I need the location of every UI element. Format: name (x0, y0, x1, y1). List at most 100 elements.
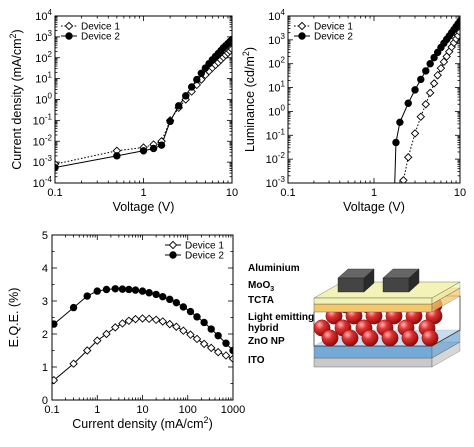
luminance-series-2-point (392, 138, 400, 147)
current-x-axis-label: Voltage (V) (113, 200, 175, 214)
eqe-legend-marker-2 (169, 251, 177, 259)
nanoparticle-sphere (361, 329, 379, 347)
eqe-series-1-point (199, 339, 209, 349)
eqe-series-2-point (102, 285, 111, 294)
eqe-legend-label-1: Device 1 (185, 241, 224, 252)
luminance-legend-marker-1 (297, 21, 307, 31)
luminance-series-1-point (410, 129, 420, 138)
current-series-2-point (149, 144, 158, 153)
eqe-series-2-point (152, 290, 160, 299)
luminance-x-tick-label: 10 (454, 187, 466, 199)
eqe-series-2-point (125, 285, 133, 294)
eqe-series-1-point (158, 317, 167, 326)
layer-label-line2: hybrid (248, 323, 279, 334)
zno-layer (313, 345, 433, 359)
luminance-series-2-point (417, 75, 425, 84)
luminance-frame (287, 15, 461, 184)
current-series-1-point (192, 80, 202, 90)
aluminium-electrode-right-side (408, 268, 420, 293)
eqe-y-tick-label: 0 (42, 395, 48, 407)
layer-label: MoO3 (248, 280, 274, 293)
eqe-x-tick-label: 10 (136, 404, 148, 416)
eqe-series-1-point (138, 314, 147, 323)
eqe-series-2-point (131, 286, 140, 294)
eqe-legend-marker-1 (168, 240, 178, 250)
eqe-frame (51, 234, 234, 401)
luminance-series-1-point (429, 79, 439, 88)
eqe-y-tick-label: 1 (42, 362, 48, 374)
luminance-y-tick-label: 104 (268, 8, 285, 23)
luminance-series-2-point (422, 67, 430, 75)
current-series-2-point (157, 141, 166, 149)
eqe-plot-area (52, 285, 233, 385)
eqe-series-1-point (221, 351, 231, 360)
current-y-tick-label: 10-3 (33, 154, 53, 169)
eqe-series-1-point (186, 330, 195, 339)
luminance-chart: 0.1 1 10 10-3 10-2 10-1 100 101 102 103 104 Device … (241, 8, 466, 214)
current-y-tick-label: 10-1 (33, 112, 53, 127)
current-series-2-point (166, 117, 174, 126)
luminance-series-2-point (411, 86, 419, 94)
eqe-series-2-point (166, 295, 174, 304)
eqe-series-2-point (118, 285, 127, 293)
eqe-series-2-point (200, 318, 208, 327)
luminance-y-tick-label: 100 (268, 103, 285, 118)
eqe-x-tick-label: 1000 (221, 404, 245, 416)
eqe-series-1-point (69, 359, 78, 368)
layer-label: TCTA (248, 295, 274, 306)
luminance-y-tick-label: 102 (268, 56, 285, 71)
current-y-tick-label: 10-4 (33, 175, 53, 190)
eqe-series-1-point (124, 316, 134, 326)
eqe-x-axis-label: Current density (mA/cm2) (72, 415, 212, 431)
eqe-series-2-point (207, 325, 215, 333)
layer-label: Light emitting (248, 312, 314, 323)
nanoparticle-sphere (421, 329, 439, 347)
layer-label: ZnO NP (248, 336, 285, 347)
current-legend-marker-1 (64, 21, 74, 31)
eqe-series-1-line (53, 317, 233, 381)
eqe-series-2-point (69, 303, 78, 312)
luminance-series-1-point (399, 176, 408, 183)
current-x-tick-label: 10 (226, 187, 238, 199)
current-y-tick-label: 100 (35, 92, 52, 107)
luminance-y-tick-label: 10-1 (266, 127, 286, 142)
luminance-series-1-point (433, 70, 442, 80)
eqe-x-tick-label: 0.1 (44, 404, 59, 416)
eqe-series-2-point (145, 289, 153, 297)
current-y-tick-label: 10-2 (33, 133, 53, 148)
luminance-series-2-point (456, 17, 460, 25)
current-legend-label-2: Device 2 (81, 32, 120, 43)
current-y-tick-label: 101 (35, 71, 52, 86)
current-series-2-point (175, 102, 183, 110)
current-series-2-point (197, 69, 206, 77)
nanoparticle-sphere (341, 329, 359, 347)
current-frame (54, 15, 233, 184)
current-series-2-point (139, 147, 148, 155)
nanoparticle-sphere (381, 329, 399, 347)
eqe-series-2-point (138, 287, 147, 295)
moo3-layer (313, 297, 433, 305)
eqe-series-2-point (159, 293, 167, 301)
eqe-series-1-point (192, 334, 202, 344)
luminance-y-tick-label: 103 (268, 32, 285, 47)
layer-label: ITO (248, 355, 265, 366)
nanoparticle-sphere (321, 329, 339, 347)
eqe-series-1-point (151, 315, 161, 325)
luminance-series-1-point (439, 57, 449, 67)
eqe-series-2-point (83, 292, 91, 300)
current-series-1-point (227, 44, 232, 54)
current-series-2-point (182, 92, 190, 100)
luminance-series-2-point (404, 99, 412, 107)
eqe-series-2-point (186, 307, 195, 316)
eqe-x-tick-label: 1 (94, 404, 100, 416)
nanoparticle-sphere (401, 329, 419, 347)
luminance-legend-label-2: Device 2 (314, 32, 353, 43)
current-y-tick-label: 103 (35, 29, 52, 44)
luminance-legend-label-1: Device 1 (314, 22, 353, 33)
eqe-series-1-point (213, 347, 223, 357)
eqe-x-tick-label: 100 (179, 404, 197, 416)
current-plot-area (55, 35, 232, 181)
eqe-series-2-point (222, 339, 230, 347)
aluminium-electrode-right (382, 277, 410, 293)
current-x-tick-label: 1 (140, 187, 146, 199)
